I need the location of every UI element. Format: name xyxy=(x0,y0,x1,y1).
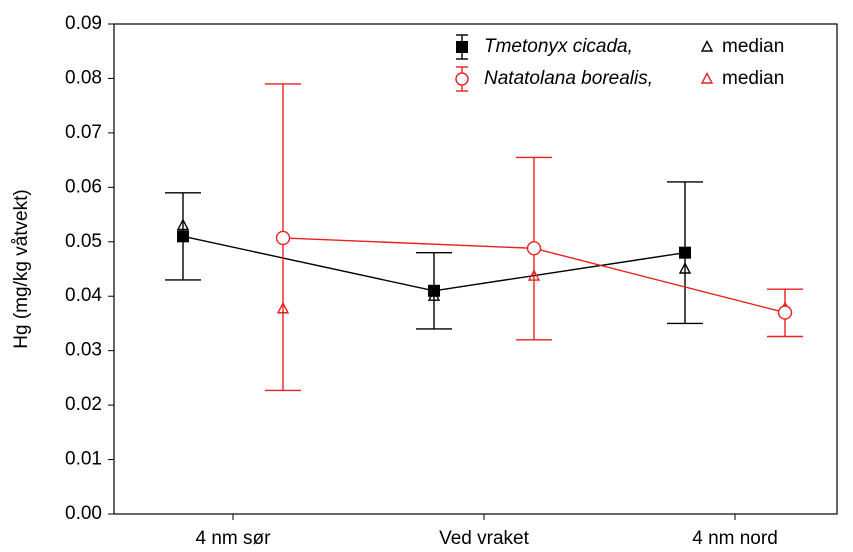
median-marker xyxy=(276,301,290,314)
legend-label: Natatolana borealis, xyxy=(484,68,653,89)
legend-label: Tmetonyx cicada, xyxy=(484,36,633,57)
y-tick-label: 0.09 xyxy=(65,13,102,34)
x-tick-label: 4 nm nord xyxy=(692,528,778,549)
x-tick-label: 4 nm sør xyxy=(196,528,272,549)
median-marker xyxy=(527,269,541,281)
y-axis-label: Hg (mg/kg våtvekt) xyxy=(11,189,32,348)
legend-median-label: median xyxy=(722,68,784,89)
mean-marker xyxy=(428,284,440,297)
y-tick-label: 0.05 xyxy=(65,231,102,252)
y-tick-label: 0.06 xyxy=(65,176,102,197)
median-marker xyxy=(176,218,190,231)
legend-marker xyxy=(456,41,468,53)
y-tick-label: 0.08 xyxy=(65,67,102,88)
y-tick-label: 0.03 xyxy=(65,340,102,361)
y-tick-label: 0.02 xyxy=(65,394,102,415)
plot-frame xyxy=(113,23,838,515)
mean-marker xyxy=(777,305,793,320)
y-tick-label: 0.01 xyxy=(65,449,102,470)
legend-median-marker xyxy=(700,71,714,84)
mean-marker xyxy=(526,241,542,256)
mean-marker xyxy=(177,230,189,243)
median-marker xyxy=(678,261,692,274)
legend-median-marker xyxy=(700,39,714,52)
mean-marker xyxy=(679,246,691,259)
legend-median-label: median xyxy=(722,36,784,57)
y-tick-label: 0.04 xyxy=(65,285,102,306)
legend-marker xyxy=(455,72,469,86)
y-tick-label: 0.00 xyxy=(65,503,102,524)
y-tick-label: 0.07 xyxy=(65,122,102,143)
mean-marker xyxy=(275,230,291,246)
x-tick-label: Ved vraket xyxy=(439,528,529,549)
